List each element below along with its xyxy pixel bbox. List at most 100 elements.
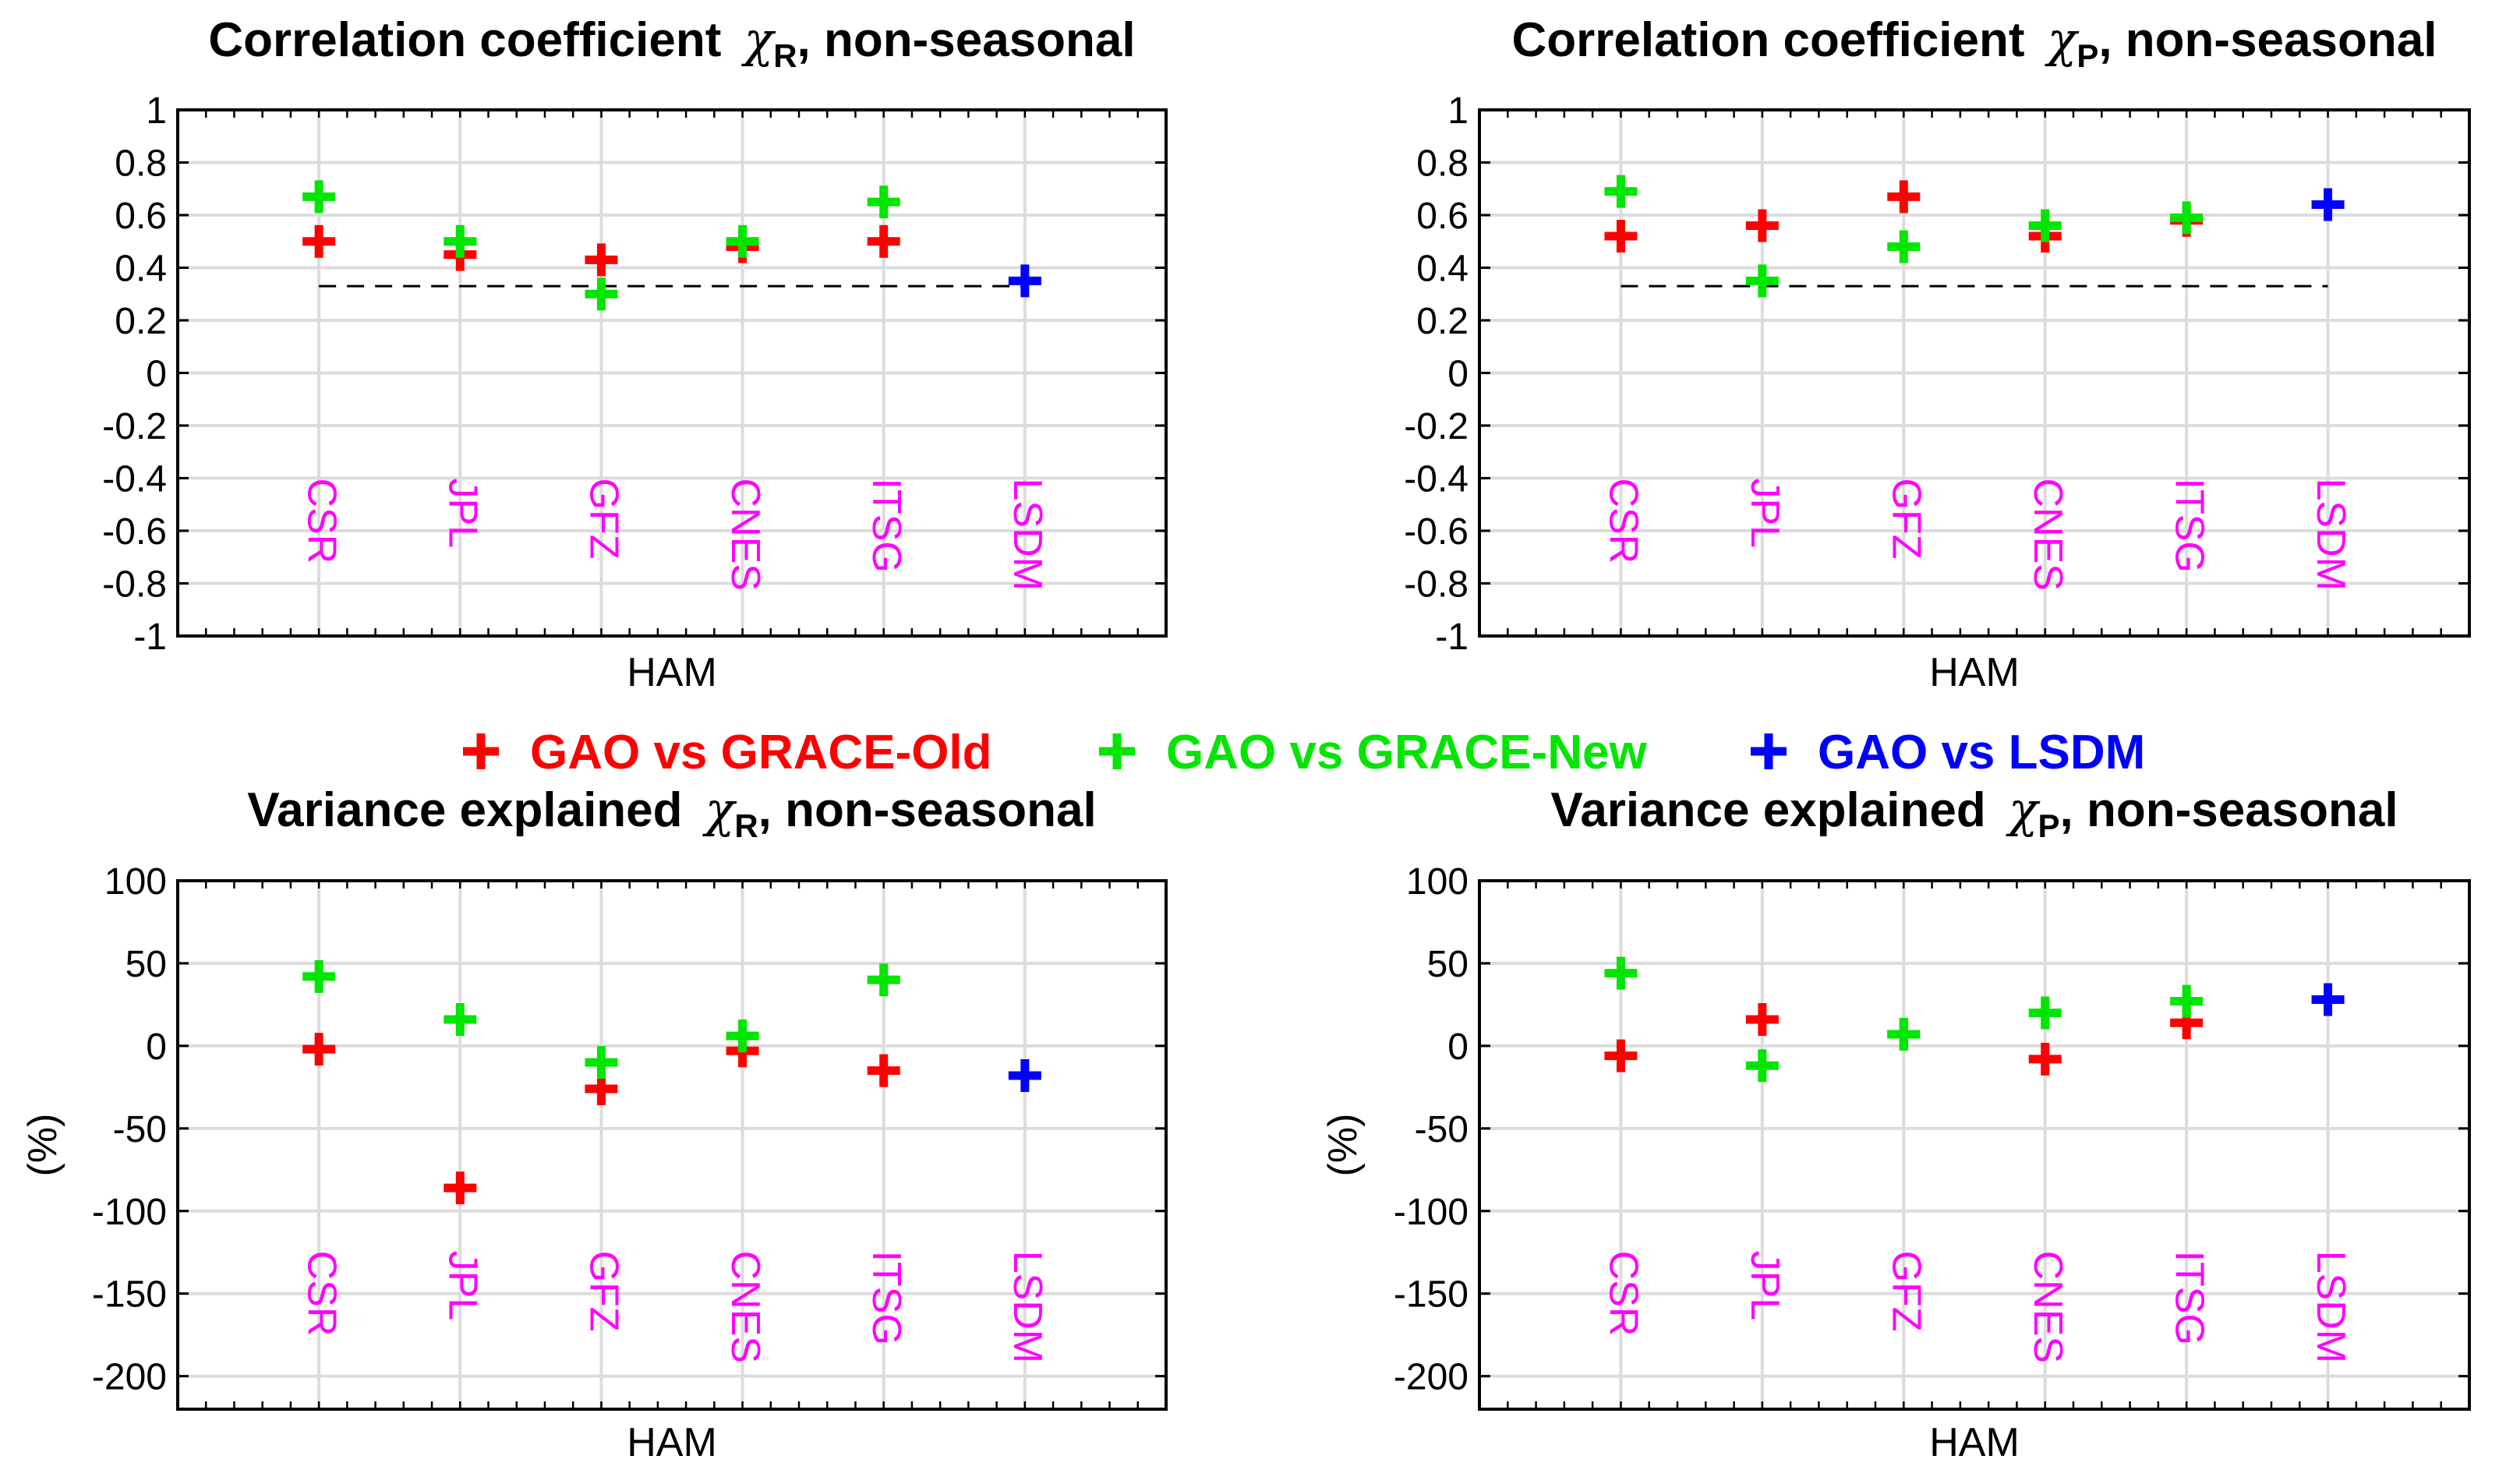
y-tick-label: -0.6 <box>102 511 167 553</box>
data-point-old-jpl <box>444 1171 477 1205</box>
panel-variance-chi-p: 100 50 0 -50 -100 -150 -200 CSR JPL GFZ CNES ITSG LS… <box>1394 861 2471 1411</box>
y-tick-label: -0.8 <box>1404 564 1469 606</box>
y-tick-label: -150 <box>1394 1274 1469 1316</box>
legend-item-old: GAO vs GRACE-Old <box>463 726 992 779</box>
data-point-new-itsg <box>2170 984 2204 1018</box>
y-axis-label: (%) <box>1320 1114 1366 1177</box>
data-point-new-cnes <box>726 224 759 258</box>
category-label-cnes: CNES <box>2025 479 2070 591</box>
y-tick-label: 50 <box>1427 944 1469 985</box>
data-point-new-jpl <box>444 224 477 258</box>
y-tick-label: -1 <box>133 617 167 658</box>
y-tick-label: 0.6 <box>1416 196 1469 237</box>
category-label-csr: CSR <box>299 1251 344 1337</box>
plot-area <box>178 881 1166 1409</box>
legend-label-old: GAO vs GRACE-Old <box>530 726 992 779</box>
category-label-itsg: ITSG <box>864 1251 909 1345</box>
y-tick-label: -200 <box>1394 1357 1469 1398</box>
y-tick-label: 100 <box>1406 861 1469 903</box>
y-tick-label: 0.6 <box>115 196 167 237</box>
data-point-new-cnes <box>2028 996 2062 1030</box>
data-point-new-gfz <box>585 277 618 311</box>
y-tick-label: -1 <box>1435 617 1469 658</box>
y-tick-label: -0.6 <box>1404 511 1469 553</box>
category-label-jpl: JPL <box>1742 1251 1787 1321</box>
legend-item-lsdm: GAO vs LSDM <box>1751 726 2145 779</box>
axes-frame <box>176 879 1168 1411</box>
y-tick-label: 0.8 <box>1416 143 1469 185</box>
y-tick-label: -0.4 <box>1404 459 1469 500</box>
legend-item-new: GAO vs GRACE-New <box>1099 726 1647 779</box>
panel-title-correlation-chi-r: Correlation coefficient χR, non-seasonal <box>208 11 1135 74</box>
legend-marker-lsdm <box>1751 733 1787 769</box>
data-point-new-gfz <box>585 1046 618 1079</box>
y-tick-label: 0.8 <box>115 143 167 185</box>
panel-correlation-chi-r: 1 0.8 0.6 0.4 0.2 0 -0.2 -0.4 -0.6 -0.8 -1 CSR JPL GF… <box>102 90 1168 658</box>
data-point-new-itsg <box>867 186 900 219</box>
y-tick-label: 0 <box>146 354 167 395</box>
data-point-new-itsg <box>2170 201 2204 235</box>
panel-title-variance-chi-p: Variance explained χP, non-seasonal <box>1550 781 2398 844</box>
category-label-jpl: JPL <box>440 1251 486 1321</box>
y-tick-label: -200 <box>92 1357 167 1398</box>
category-label-lsdm: LSDM <box>1005 1251 1050 1363</box>
x-axis-label: HAM <box>1929 650 2020 695</box>
data-point-lsdm-lsdm <box>2311 188 2345 221</box>
category-label-cnes: CNES <box>723 1251 768 1363</box>
category-label-jpl: JPL <box>440 479 486 549</box>
data-point-new-csr <box>1604 175 1638 208</box>
data-point-new-gfz <box>1887 1018 1921 1051</box>
data-point-old-gfz <box>1887 180 1921 214</box>
category-label-jpl: JPL <box>1742 479 1787 549</box>
y-tick-label: 0.2 <box>115 301 167 342</box>
category-label-lsdm: LSDM <box>1005 479 1050 591</box>
data-point-old-csr <box>302 224 336 258</box>
data-point-new-gfz <box>1887 230 1921 263</box>
y-tick-label: -150 <box>92 1274 167 1316</box>
category-label-lsdm: LSDM <box>2308 1251 2353 1363</box>
category-label-gfz: GFZ <box>1884 479 1929 560</box>
data-point-new-jpl <box>444 1002 477 1036</box>
category-label-itsg: ITSG <box>2166 1251 2211 1345</box>
data-point-new-csr <box>302 959 336 993</box>
data-point-new-csr <box>1604 956 1638 990</box>
legend-label-new: GAO vs GRACE-New <box>1166 726 1647 779</box>
data-point-new-jpl <box>1745 1049 1779 1083</box>
data-point-old-itsg <box>867 1054 900 1087</box>
data-point-old-itsg <box>867 224 900 258</box>
y-tick-label: -50 <box>113 1109 167 1150</box>
y-tick-label: 50 <box>125 944 167 985</box>
panel-variance-chi-r: 100 50 0 -50 -100 -150 -200 CSR JPL GFZ CNES ITSG LS… <box>92 861 1168 1411</box>
data-point-old-cnes <box>2028 1042 2062 1076</box>
data-point-new-itsg <box>867 963 900 997</box>
y-tick-label: -100 <box>1394 1192 1469 1233</box>
data-point-old-jpl <box>1745 1002 1779 1036</box>
x-axis-label: HAM <box>1929 1420 2020 1465</box>
y-tick-label: -50 <box>1415 1109 1469 1150</box>
legend-marker-old <box>463 733 499 769</box>
category-label-csr: CSR <box>1601 1251 1646 1337</box>
panel-correlation-chi-p: 1 0.8 0.6 0.4 0.2 0 -0.2 -0.4 -0.6 -0.8 -1 CSR JPL GF… <box>1404 90 2471 658</box>
category-label-lsdm: LSDM <box>2308 479 2353 591</box>
x-axis-label: HAM <box>627 650 717 695</box>
category-label-gfz: GFZ <box>1884 1251 1929 1332</box>
y-tick-label: -0.4 <box>102 459 167 500</box>
axes-frame <box>176 108 1168 638</box>
category-label-cnes: CNES <box>723 479 768 591</box>
category-label-gfz: GFZ <box>581 1251 627 1332</box>
y-tick-label: 0 <box>146 1026 167 1068</box>
axes-frame <box>1478 879 2471 1411</box>
y-tick-label: 0 <box>1447 1026 1469 1068</box>
panel-title-correlation-chi-p: Correlation coefficient χP, non-seasonal <box>1512 11 2437 74</box>
data-point-new-csr <box>302 180 336 214</box>
data-point-old-csr <box>1604 220 1638 253</box>
data-point-lsdm-lsdm <box>1008 1059 1041 1093</box>
y-tick-label: 1 <box>1447 90 1469 132</box>
legend: GAO vs GRACE-Old GAO vs GRACE-New GAO vs… <box>463 726 2145 779</box>
y-tick-label: -0.2 <box>1404 406 1469 447</box>
y-tick-label: 0 <box>1447 354 1469 395</box>
plot-area <box>1479 881 2469 1409</box>
data-point-old-jpl <box>1745 209 1779 242</box>
data-point-new-jpl <box>1745 264 1779 298</box>
